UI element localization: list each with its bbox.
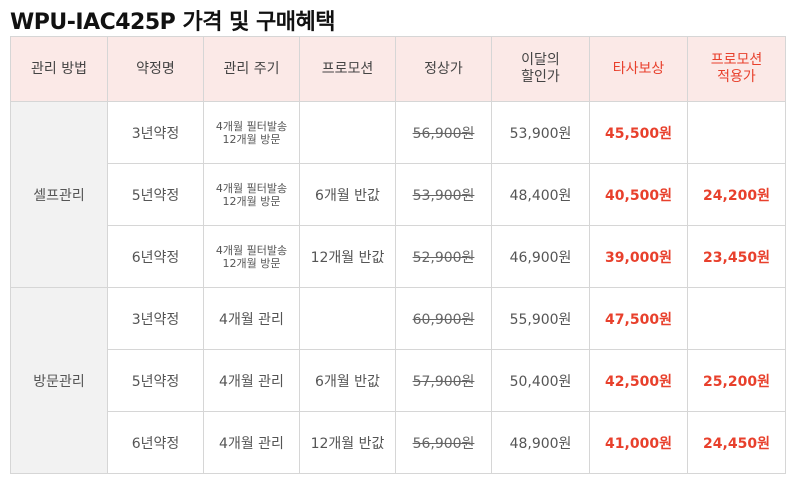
page-title: WPU-IAC425P 가격 및 구매혜택 bbox=[10, 10, 335, 35]
regular-price-value: 57,900원 bbox=[412, 373, 475, 390]
discount-price-cell: 55,900원 bbox=[491, 287, 590, 350]
promotion-cell bbox=[299, 101, 396, 164]
plan-cell: 6년약정 bbox=[107, 225, 204, 288]
competitor-compensation-cell: 47,500원 bbox=[589, 287, 688, 350]
header-promotion-price: 프로모션 적용가 bbox=[687, 36, 786, 102]
promotion-price-cell bbox=[687, 287, 786, 350]
regular-price-cell: 56,900원 bbox=[395, 101, 492, 164]
cycle-line: 4개월 필터발송 bbox=[215, 181, 288, 195]
regular-price-value: 56,900원 bbox=[412, 125, 475, 142]
cycle-cell: 4개월 필터발송 12개월 방문 bbox=[203, 163, 300, 226]
table-row: 6년약정 4개월 필터발송 12개월 방문 12개월 반값 52,900원 46,900원… bbox=[11, 225, 786, 288]
discount-price-cell: 46,900원 bbox=[491, 225, 590, 288]
regular-price-cell: 56,900원 bbox=[395, 411, 492, 474]
table-row: 방문관리 3년약정 4개월 관리 60,900원 55,900원 47,500원 bbox=[10, 287, 786, 474]
promotion-cell: 6개월 반값 bbox=[299, 163, 396, 226]
competitor-compensation-cell: 39,000원 bbox=[589, 225, 688, 288]
header-line: 이달의 bbox=[521, 52, 560, 68]
cycle-line: 4개월 필터발송 bbox=[215, 243, 288, 257]
regular-price-cell: 57,900원 bbox=[395, 349, 492, 412]
table-row: 6년약정 4개월 관리 12개월 반값 56,900원 48,900원 41,000원 24… bbox=[11, 411, 786, 474]
cycle-cell: 4개월 관리 bbox=[203, 349, 300, 412]
regular-price-value: 60,900원 bbox=[412, 311, 475, 328]
header-promotion: 프로모션 bbox=[299, 36, 396, 102]
regular-price-value: 53,900원 bbox=[412, 187, 475, 204]
promotion-cell: 12개월 반값 bbox=[299, 225, 396, 288]
discount-price-cell: 53,900원 bbox=[491, 101, 590, 164]
competitor-compensation-cell: 42,500원 bbox=[589, 349, 688, 412]
header-line: 할인가 bbox=[521, 69, 560, 85]
header-row: 관리 방법 약정명 관리 주기 프로모션 정상가 이달의 할인가 타사보상 프로모… bbox=[10, 36, 786, 102]
table-row: 5년약정 4개월 필터발송 12개월 방문 6개월 반값 53,900원 48,400원 4… bbox=[11, 163, 786, 226]
discount-price-cell: 50,400원 bbox=[491, 349, 590, 412]
table-body: 셀프관리 3년약정 4개월 필터발송 12개월 방문 56,900원 53,900원 45,… bbox=[10, 101, 786, 474]
regular-price-value: 56,900원 bbox=[412, 435, 475, 452]
cycle-cell: 4개월 필터발송 12개월 방문 bbox=[203, 101, 300, 164]
regular-price-cell: 60,900원 bbox=[395, 287, 492, 350]
table-row: 셀프관리 3년약정 4개월 필터발송 12개월 방문 56,900원 53,900원 45,… bbox=[10, 101, 786, 288]
cycle-cell: 4개월 필터발송 12개월 방문 bbox=[203, 225, 300, 288]
header-line: 적용가 bbox=[717, 69, 756, 85]
header-monthly-discount: 이달의 할인가 bbox=[491, 36, 590, 102]
promotion-price-cell: 24,450원 bbox=[687, 411, 786, 474]
cycle-line: 12개월 방문 bbox=[222, 132, 281, 146]
cycle-line: 12개월 방문 bbox=[222, 194, 281, 208]
competitor-compensation-cell: 41,000원 bbox=[589, 411, 688, 474]
header-regular-price: 정상가 bbox=[395, 36, 492, 102]
cycle-cell: 4개월 관리 bbox=[203, 287, 300, 350]
promotion-cell: 6개월 반값 bbox=[299, 349, 396, 412]
promotion-cell: 12개월 반값 bbox=[299, 411, 396, 474]
competitor-compensation-cell: 40,500원 bbox=[589, 163, 688, 226]
promotion-price-cell: 25,200원 bbox=[687, 349, 786, 412]
management-method-cell: 셀프관리 bbox=[10, 101, 108, 288]
promotion-price-cell: 24,200원 bbox=[687, 163, 786, 226]
cycle-line: 4개월 관리 bbox=[219, 373, 284, 390]
header-competitor-compensation: 타사보상 bbox=[589, 36, 688, 102]
header-method: 관리 방법 bbox=[10, 36, 108, 102]
cycle-cell: 4개월 관리 bbox=[203, 411, 300, 474]
cycle-line: 4개월 관리 bbox=[219, 311, 284, 328]
plan-cell: 5년약정 bbox=[107, 163, 204, 226]
competitor-compensation-cell: 45,500원 bbox=[589, 101, 688, 164]
plan-cell: 3년약정 bbox=[107, 101, 204, 164]
header-plan: 약정명 bbox=[107, 36, 204, 102]
plan-cell: 3년약정 bbox=[107, 287, 204, 350]
regular-price-cell: 52,900원 bbox=[395, 225, 492, 288]
regular-price-value: 52,900원 bbox=[412, 249, 475, 266]
price-table: 관리 방법 약정명 관리 주기 프로모션 정상가 이달의 할인가 타사보상 프로모… bbox=[10, 36, 786, 474]
management-method-cell: 방문관리 bbox=[10, 287, 108, 474]
promotion-price-cell bbox=[687, 101, 786, 164]
header-cycle: 관리 주기 bbox=[203, 36, 300, 102]
discount-price-cell: 48,400원 bbox=[491, 163, 590, 226]
cycle-line: 12개월 방문 bbox=[222, 256, 281, 270]
table-row: 5년약정 4개월 관리 6개월 반값 57,900원 50,400원 42,500원 25,… bbox=[11, 349, 786, 412]
header-line: 프로모션 bbox=[710, 52, 763, 68]
promotion-cell bbox=[299, 287, 396, 350]
promotion-price-cell: 23,450원 bbox=[687, 225, 786, 288]
regular-price-cell: 53,900원 bbox=[395, 163, 492, 226]
plan-cell: 5년약정 bbox=[107, 349, 204, 412]
cycle-line: 4개월 필터발송 bbox=[215, 119, 288, 133]
cycle-line: 4개월 관리 bbox=[219, 435, 284, 452]
plan-cell: 6년약정 bbox=[107, 411, 204, 474]
discount-price-cell: 48,900원 bbox=[491, 411, 590, 474]
